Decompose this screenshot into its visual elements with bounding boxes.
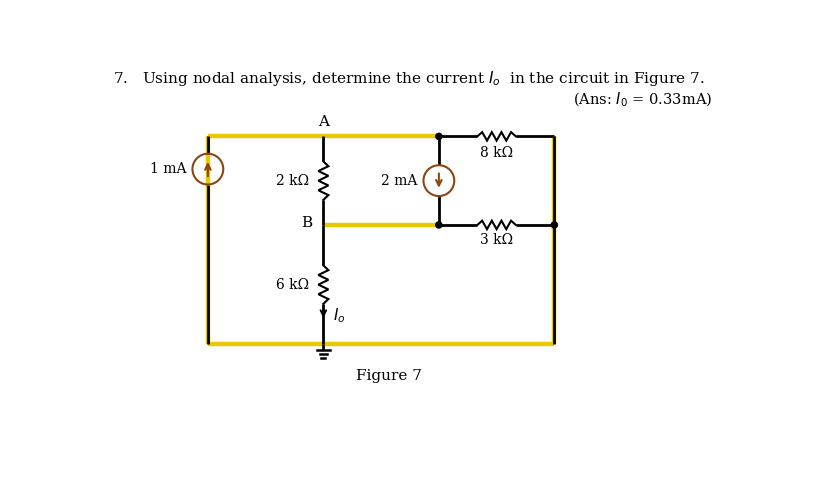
- Text: 1 mA: 1 mA: [150, 162, 187, 176]
- Text: $I_o$: $I_o$: [333, 306, 346, 325]
- Text: 8 kΩ: 8 kΩ: [480, 146, 513, 160]
- Text: 7.   Using nodal analysis, determine the current $I_o$  in the circuit in Figure: 7. Using nodal analysis, determine the c…: [113, 69, 705, 88]
- Circle shape: [436, 134, 442, 139]
- Text: 2 kΩ: 2 kΩ: [276, 174, 310, 187]
- Circle shape: [436, 222, 442, 228]
- Text: 3 kΩ: 3 kΩ: [480, 233, 513, 247]
- Circle shape: [551, 222, 557, 228]
- Text: A: A: [318, 115, 329, 129]
- Text: B: B: [301, 216, 312, 230]
- Text: 2 mA: 2 mA: [381, 174, 417, 187]
- Text: (Ans: $I_0$ = 0.33mA): (Ans: $I_0$ = 0.33mA): [573, 90, 712, 108]
- Text: 6 kΩ: 6 kΩ: [276, 278, 310, 292]
- Text: Figure 7: Figure 7: [356, 369, 421, 383]
